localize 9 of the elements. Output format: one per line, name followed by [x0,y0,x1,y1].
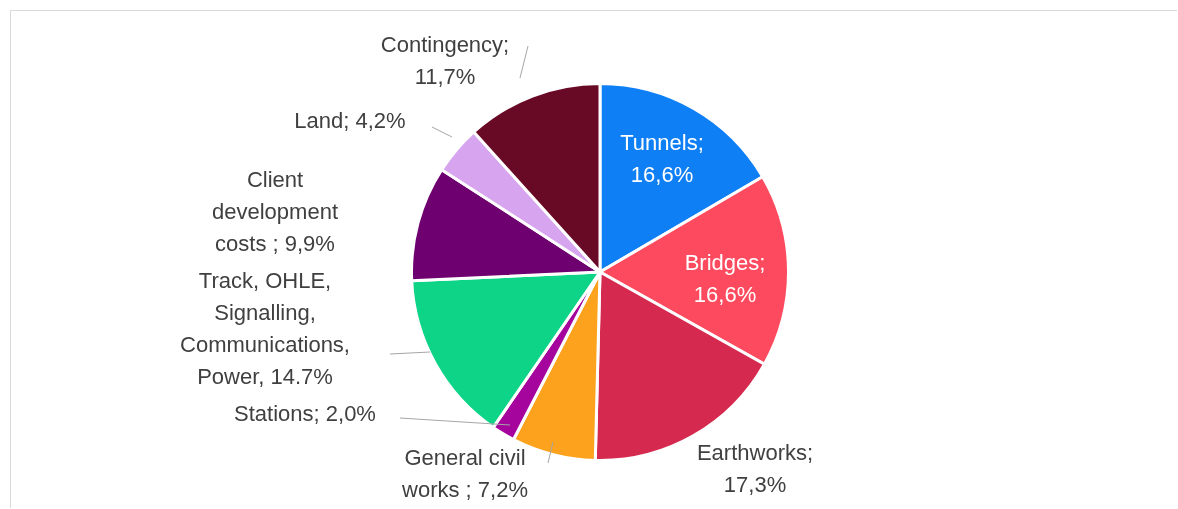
slice-label: Bridges; 16,6% [684,250,766,308]
slice-label: Earthworks; 17,3% [696,440,814,498]
slice-label: Tunnels; 16,6% [620,130,704,188]
slice-label: Client development costs ; 9,9% [212,167,338,257]
slice-label: General civil works ; 7,2% [401,445,528,503]
slice-label: Stations; 2,0% [234,401,376,427]
slice-label: Track, OHLE, Signalling, Communications, Power, 14.7% [180,268,350,390]
slice-label: Contingency; 11,7% [380,32,510,90]
slice-label: Land; 4,2% [294,108,406,134]
